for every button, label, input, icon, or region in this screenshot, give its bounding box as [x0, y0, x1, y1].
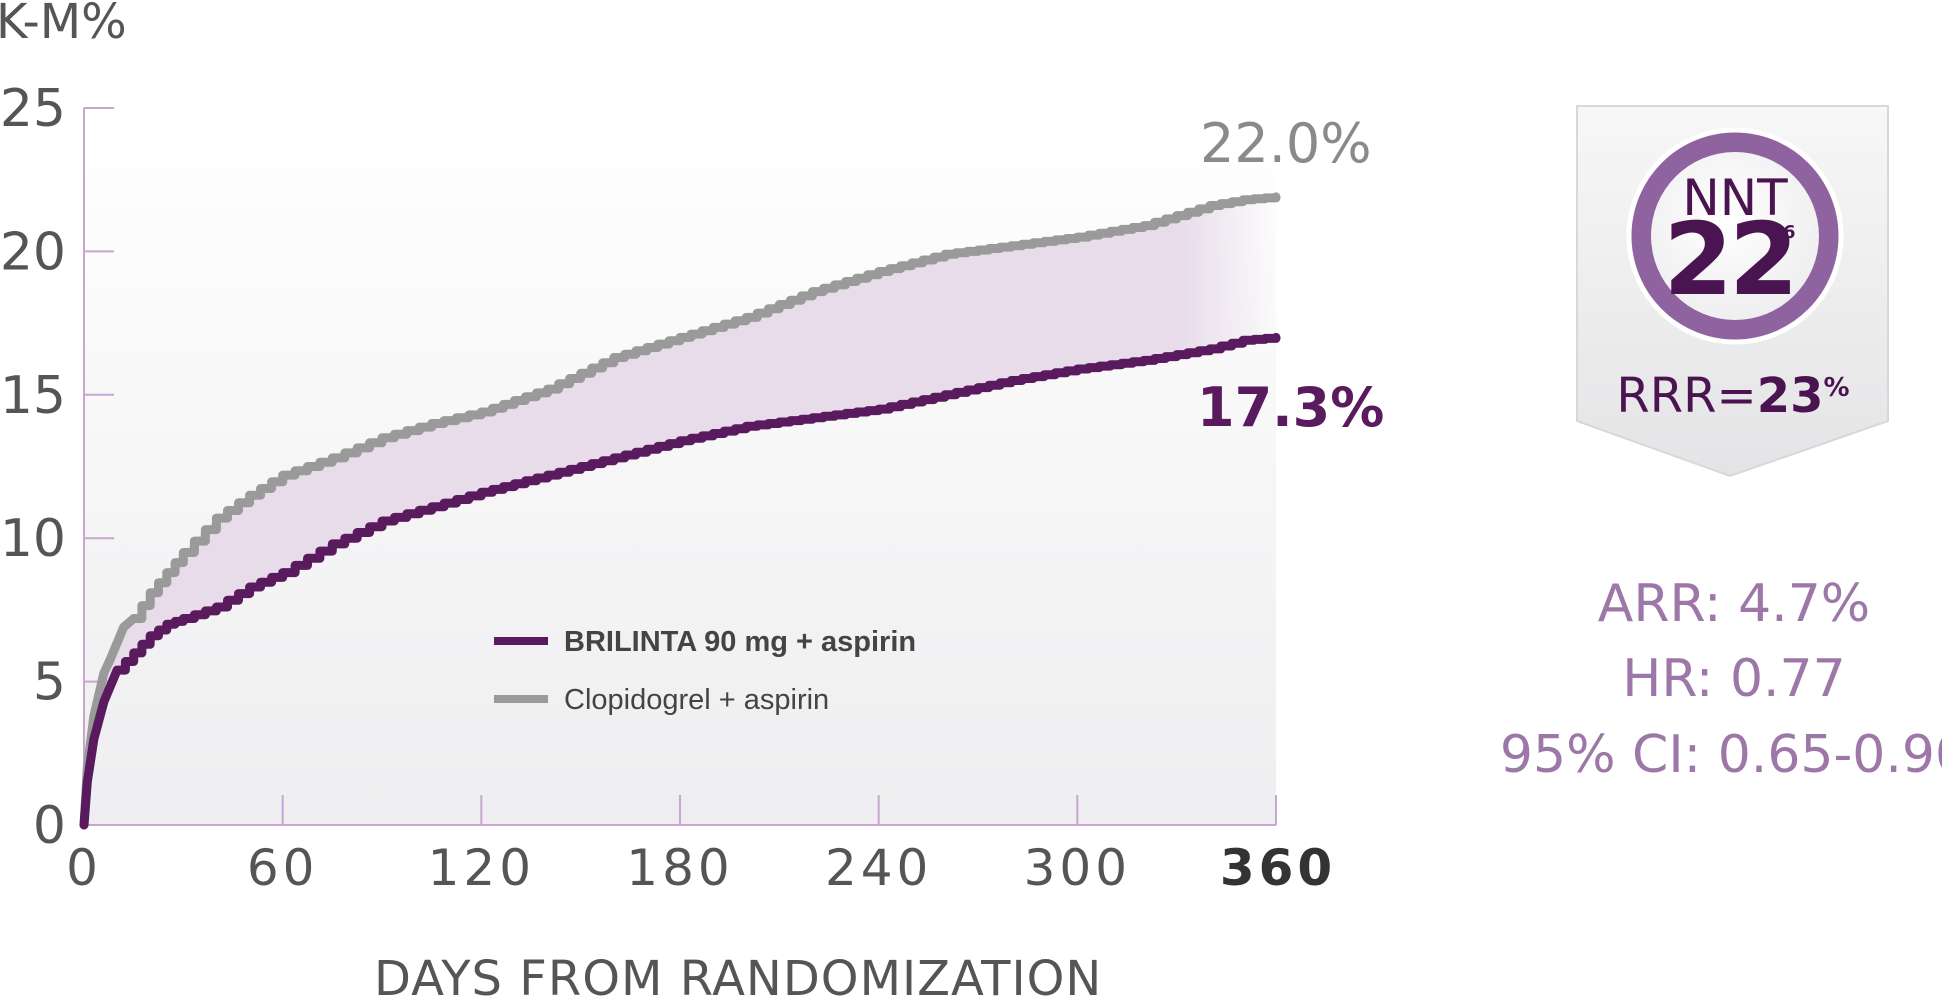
y-ticks: 0 5 10 15 20 25 [0, 79, 114, 856]
y-tick-label: 25 [0, 79, 66, 139]
y-tick-label: 15 [0, 366, 66, 426]
treatment-end-label: 17.3% [1197, 376, 1384, 439]
stat-arr: ARR: 4.7% [1598, 574, 1870, 634]
stat-hr: HR: 0.77 [1622, 649, 1845, 709]
nnt-superscript: 6 [1783, 222, 1796, 243]
rrr-prefix: RRR= [1616, 368, 1756, 424]
legend-label-clopidogrel: Clopidogrel + aspirin [564, 684, 829, 716]
x-tick-label: 180 [626, 839, 733, 897]
x-tick-label: 300 [1024, 839, 1131, 897]
y-tick-label: 10 [0, 509, 66, 569]
control-end-label: 22.0% [1200, 112, 1372, 175]
rrr-unit: % [1824, 373, 1850, 403]
stat-ci: 95% CI: 0.65-0.90 [1500, 725, 1942, 785]
nnt-value: 22 [1663, 201, 1794, 318]
x-tick-label: 60 [247, 839, 319, 897]
legend-label-brilinta: BRILINTA 90 mg + aspirin [564, 626, 916, 658]
rrr-text: RRR=23% [1616, 368, 1849, 424]
nnt-label: NNT [1682, 169, 1788, 227]
x-tick-label: 0 [66, 839, 102, 897]
rrr-value: 23 [1757, 368, 1824, 424]
y-tick-label: 5 [33, 653, 66, 713]
y-axis-title: K-M% [0, 0, 127, 50]
x-axis-title: DAYS FROM RANDOMIZATION [374, 951, 1102, 997]
series-line-clopidogrel [79, 192, 1281, 830]
x-tick-label: 240 [825, 839, 932, 897]
x-tick-label: 360 [1220, 839, 1336, 897]
series-line-brilinta [79, 332, 1281, 830]
badge-inner-disc [1651, 152, 1819, 320]
nnt-badge: NNT 22 6 RRR=23% [1576, 105, 1889, 478]
legend: BRILINTA 90 mg + aspirin Clopidogrel + a… [494, 626, 916, 716]
x-tick-label: 120 [428, 839, 535, 897]
plot-background [84, 108, 1276, 825]
difference-fill-area [84, 196, 1276, 825]
stats-block: ARR: 4.7% HR: 0.77 95% CI: 0.65-0.90 [1500, 574, 1942, 785]
y-tick-label: 20 [0, 222, 66, 282]
y-tick-label: 0 [33, 796, 66, 856]
x-ticks: 0 60 120 180 240 300 360 [66, 795, 1336, 897]
